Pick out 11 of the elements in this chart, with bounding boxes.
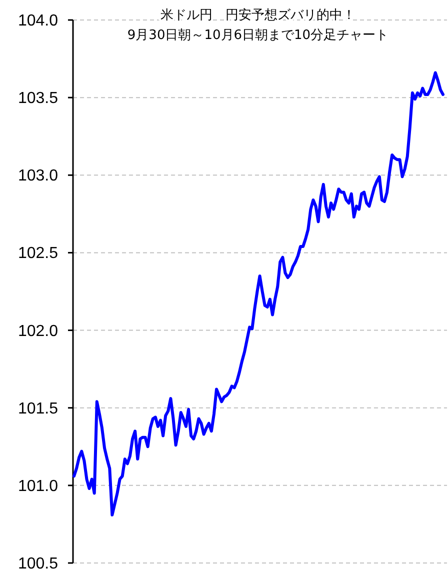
line-series bbox=[72, 71, 444, 516]
y-tick-label: 104.0 bbox=[18, 12, 58, 30]
y-tick-label: 101.0 bbox=[18, 478, 58, 495]
y-tick-label: 100.5 bbox=[18, 556, 58, 572]
text: 9月30日朝～10月6日朝まで10分足チャート bbox=[127, 28, 389, 43]
y-tick-label: 102.5 bbox=[18, 245, 58, 262]
y-tick-label: 103.5 bbox=[18, 90, 58, 108]
chart-title: 米ドル円 円安予想ズバリ的中！ bbox=[160, 7, 356, 23]
y-tick-label: 103.0 bbox=[18, 168, 58, 185]
y-tick-label: 101.5 bbox=[18, 400, 58, 418]
y-tick-label: 102.0 bbox=[18, 322, 58, 340]
